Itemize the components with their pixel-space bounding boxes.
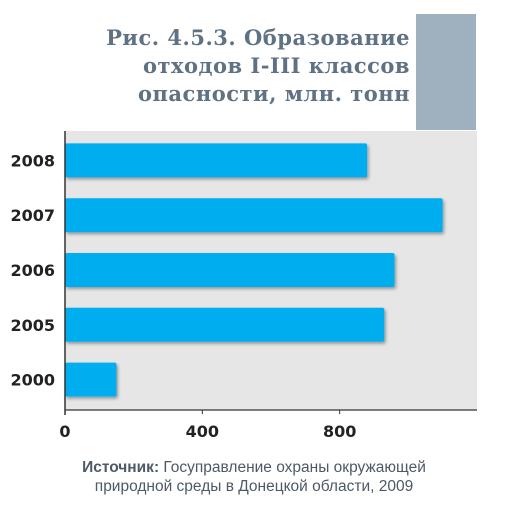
- bar-2007: [65, 198, 443, 233]
- chart-title: Рис. 4.5.3. Образование отходов I-III кл…: [106, 24, 410, 108]
- y-tick-label-2006: 2006: [10, 261, 55, 280]
- title-line-3: опасности, млн. тонн: [138, 81, 410, 106]
- title-line-2: отходов I-III классов: [142, 53, 410, 78]
- x-tick-label-800: 800: [323, 422, 356, 441]
- source-text-line-1: Госуправление охраны окружающей: [163, 459, 426, 476]
- bar-2008: [65, 143, 368, 178]
- source-label: Источник:: [82, 459, 160, 476]
- y-tick-label-2008: 2008: [10, 151, 55, 170]
- y-tick-label-2000: 2000: [10, 371, 55, 390]
- bar-2005: [65, 307, 385, 342]
- accent-block: [416, 14, 476, 130]
- x-tick-label-400: 400: [186, 422, 219, 441]
- x-tick-label-0: 0: [59, 422, 70, 441]
- bar-2000: [65, 362, 117, 397]
- title-line-1: Рис. 4.5.3. Образование: [106, 25, 410, 50]
- bar-chart: 2008 2007 2006 2005 2000 0 400 800: [10, 131, 477, 441]
- source-note: Источник: Госуправление охраны окружающе…: [0, 458, 508, 496]
- y-tick-label-2007: 2007: [10, 206, 55, 225]
- bar-2006: [65, 253, 395, 287]
- source-text-line-2: природной среды в Донецкой области, 2009: [94, 478, 414, 495]
- y-tick-label-2005: 2005: [10, 316, 55, 335]
